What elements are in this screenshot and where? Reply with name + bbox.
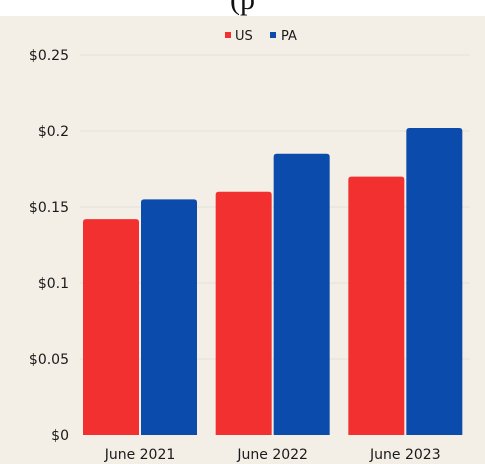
y-tick-label: $0.25 bbox=[29, 48, 69, 64]
x-tick-label: June 2021 bbox=[104, 447, 176, 463]
bar-us bbox=[348, 176, 405, 435]
y-tick-label: $0.2 bbox=[38, 124, 69, 140]
y-tick-label: $0.15 bbox=[29, 200, 69, 216]
bar-pa bbox=[406, 127, 463, 436]
x-tick-label: June 2023 bbox=[369, 447, 441, 463]
y-tick-label: $0 bbox=[51, 428, 69, 444]
chart-title-fragment: (p bbox=[0, 0, 485, 17]
chart-panel: $0 $0.05 $0.1 $0.15 $0.2 $0.25 June 2021 June 2… bbox=[0, 16, 485, 464]
legend-swatch-us bbox=[225, 32, 231, 38]
x-tick-label: June 2022 bbox=[236, 447, 308, 463]
bar-pa bbox=[141, 199, 197, 435]
legend-swatch-pa bbox=[270, 32, 276, 38]
bar-pa bbox=[273, 153, 330, 436]
bar-us bbox=[83, 219, 139, 435]
legend-label-pa: PA bbox=[281, 29, 297, 44]
y-tick-label: $0.1 bbox=[38, 276, 69, 292]
y-tick-label: $0.05 bbox=[29, 352, 69, 368]
legend-label-us: US bbox=[235, 29, 253, 44]
bar-chart: $0 $0.05 $0.1 $0.15 $0.2 $0.25 June 2021 June 2… bbox=[29, 29, 470, 463]
bar-us bbox=[215, 191, 272, 435]
